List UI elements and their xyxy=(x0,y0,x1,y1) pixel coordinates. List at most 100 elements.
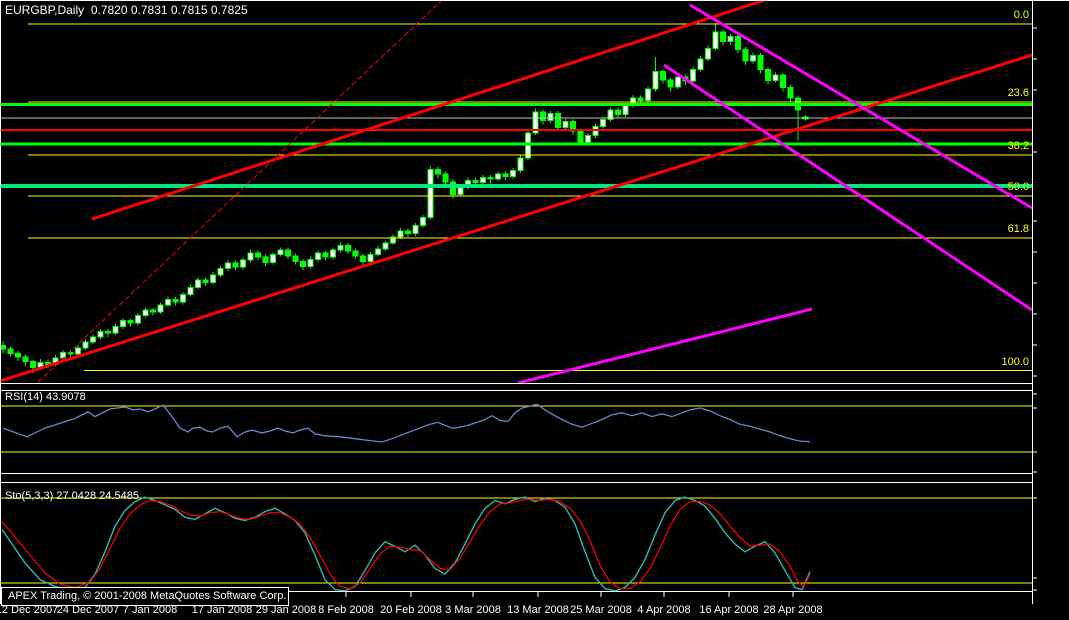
candle-body xyxy=(697,58,704,70)
candle-body xyxy=(292,255,299,263)
candle-body xyxy=(765,68,771,81)
date-label: 12 Dec 2007 xyxy=(0,604,59,616)
candle-body xyxy=(412,225,419,235)
candle-body xyxy=(435,168,441,175)
date-label: 8 Feb 2008 xyxy=(318,604,374,616)
candle-body xyxy=(330,249,336,258)
date-label: 4 Apr 2008 xyxy=(637,604,691,616)
fib-level-label: 61.8 xyxy=(1007,223,1029,235)
copyright-box: APEX Trading, © 2001-2008 MetaQuotes Sof… xyxy=(1,587,289,606)
candle-body xyxy=(585,135,591,144)
candle-body xyxy=(457,186,464,195)
trend-line xyxy=(0,53,1033,383)
candle-body xyxy=(210,274,216,284)
candle-body xyxy=(150,309,156,313)
candle-body xyxy=(127,319,134,324)
candle-body xyxy=(157,304,164,313)
stochastic-panel-graphics xyxy=(0,496,1032,592)
trend-line xyxy=(689,3,1033,210)
candle-body xyxy=(217,268,224,276)
panel-borders xyxy=(0,0,1069,604)
price-axis[interactable]: 0.80800.79900.79000.77200.75350.74450.73… xyxy=(1032,0,1069,604)
candle-body xyxy=(142,309,149,316)
candle-body xyxy=(487,177,494,180)
candle-body xyxy=(322,252,329,258)
candle-body xyxy=(0,345,6,350)
candle-body xyxy=(255,252,261,258)
candle-body xyxy=(667,79,674,88)
candle-body xyxy=(262,256,269,263)
copyright-text: APEX Trading, © 2001-2008 MetaQuotes Sof… xyxy=(8,590,287,602)
candle-body xyxy=(712,31,719,49)
candle-body xyxy=(555,113,561,129)
candle-body xyxy=(30,361,36,368)
candle-body xyxy=(232,262,239,268)
candle-body xyxy=(705,47,711,60)
trend-lines xyxy=(0,0,1033,385)
candle-body xyxy=(15,352,21,358)
date-label: 3 Mar 2008 xyxy=(445,604,501,616)
candle-body xyxy=(345,245,351,252)
date-label: 24 Dec 2007 xyxy=(56,604,120,616)
candle-body xyxy=(660,71,666,81)
candle-body xyxy=(97,331,104,338)
candle-body xyxy=(405,230,411,235)
candle-body xyxy=(75,347,81,355)
candle-body xyxy=(442,173,449,183)
candle-body xyxy=(187,287,194,296)
candle-body xyxy=(375,248,381,256)
candle-body xyxy=(397,230,404,238)
candle-body xyxy=(652,71,659,90)
candle-body xyxy=(135,314,141,324)
candle-body xyxy=(517,157,524,172)
candle-body xyxy=(750,54,756,62)
candle-body xyxy=(787,86,794,99)
horizontal-lines xyxy=(0,103,1032,188)
trend-line xyxy=(37,0,443,383)
candle-body xyxy=(615,109,621,116)
trend-line xyxy=(91,0,766,221)
candle-body xyxy=(247,252,254,261)
candle-body xyxy=(352,250,359,257)
candle-body xyxy=(577,130,584,144)
fib-level-label: 100.0 xyxy=(1001,355,1029,368)
candle-body xyxy=(600,119,606,128)
indicator-line-%D xyxy=(1,498,811,590)
candle-body xyxy=(7,348,14,354)
trend-line xyxy=(663,63,1033,312)
candle-body xyxy=(720,31,726,42)
candle-body xyxy=(592,126,599,137)
candle-body xyxy=(525,132,531,159)
date-label: 7 Jan 2008 xyxy=(122,604,178,616)
candle-body xyxy=(300,261,306,268)
candle-body xyxy=(240,259,246,268)
indicator-line-%K xyxy=(1,496,811,592)
candle-body xyxy=(495,173,501,180)
candle-body xyxy=(637,97,644,102)
candle-body xyxy=(225,262,231,270)
candle-body xyxy=(307,259,314,268)
fib-level-label: 23.6 xyxy=(1007,87,1029,99)
rsi-indicator-label: RSI(14) 43.9078 xyxy=(5,391,86,403)
fibonacci-lines xyxy=(28,23,1032,371)
candle-body xyxy=(165,298,171,306)
candle-body xyxy=(735,36,741,51)
candle-body xyxy=(780,74,786,88)
candle-body xyxy=(277,249,284,256)
candle-body xyxy=(90,336,96,343)
date-label: 28 Apr 2008 xyxy=(763,604,823,616)
indicator-line-RSI xyxy=(2,403,811,443)
candle-body xyxy=(82,341,89,349)
candle-body xyxy=(532,111,539,134)
candle-body xyxy=(270,254,276,263)
candle-body xyxy=(195,279,201,289)
rsi-panel-graphics xyxy=(0,403,1032,453)
candle-body xyxy=(22,356,29,363)
time-axis[interactable]: 12 Dec 2007 24 Dec 2007 7 Jan 2008 17 Jan 2… xyxy=(0,598,1032,620)
candle-body xyxy=(285,249,291,257)
candle-body xyxy=(645,88,651,102)
candle-body xyxy=(510,170,516,177)
candle-body xyxy=(570,121,576,132)
